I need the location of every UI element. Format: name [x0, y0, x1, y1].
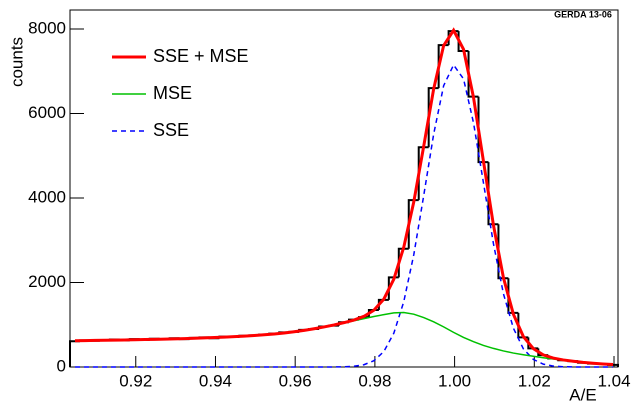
- histogram-bin: [507, 278, 519, 314]
- y-tick-label: 4000: [28, 187, 66, 206]
- histogram-bin: [69, 340, 80, 367]
- y-tick-label: 0: [57, 356, 66, 375]
- x-tick-label: 0.92: [119, 371, 152, 390]
- histogram-bin: [487, 162, 499, 226]
- x-tick-label: 1.02: [518, 371, 551, 390]
- fit-curve: [74, 63, 614, 368]
- x-tick-label: 0.94: [199, 371, 232, 390]
- y-axis-label: counts: [7, 37, 26, 87]
- x-tick-label: 1.04: [597, 371, 630, 390]
- plot-frame: [69, 9, 619, 368]
- legend-label: SSE: [153, 120, 189, 140]
- legend-label: MSE: [153, 83, 192, 103]
- histogram-bin: [477, 96, 489, 164]
- y-tick-label: 6000: [28, 103, 66, 122]
- fit-curve: [74, 27, 614, 367]
- x-tick-label: 1.00: [438, 371, 471, 390]
- y-tick-label: 8000: [28, 18, 66, 37]
- x-tick-label: 0.98: [358, 371, 391, 390]
- legend-label: SSE + MSE: [153, 46, 249, 66]
- x-axis-label: A/E: [569, 385, 596, 404]
- annotation: GERDA 13-06: [554, 9, 612, 19]
- y-tick-label: 2000: [28, 272, 66, 291]
- x-tick-label: 0.96: [279, 371, 312, 390]
